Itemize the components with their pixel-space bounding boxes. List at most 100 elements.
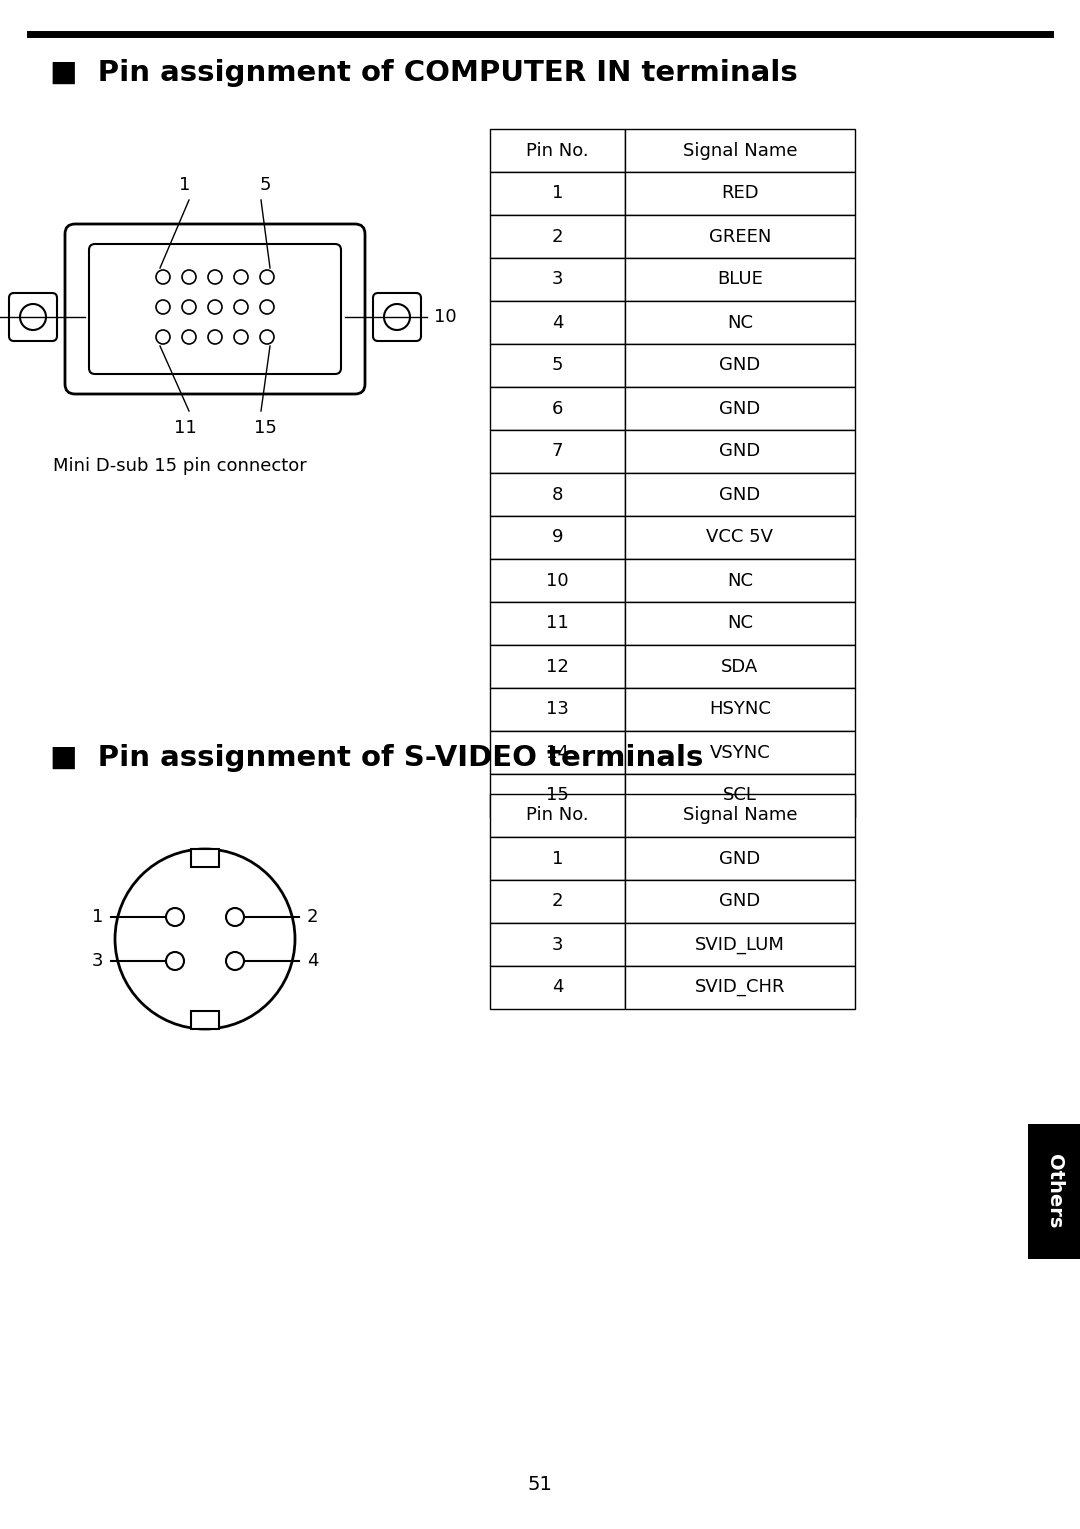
Text: GND: GND — [719, 850, 760, 867]
Text: NC: NC — [727, 313, 753, 332]
Text: Pin No.: Pin No. — [526, 806, 589, 824]
Bar — [625, 128, 855, 171]
Text: SVID_LUM: SVID_LUM — [696, 936, 785, 954]
Bar — [625, 924, 855, 966]
Bar — [490, 881, 625, 924]
FancyBboxPatch shape — [373, 294, 421, 341]
Bar — [490, 688, 625, 731]
FancyBboxPatch shape — [9, 294, 57, 341]
Text: 3: 3 — [552, 936, 564, 954]
Bar — [1028, 1124, 1080, 1258]
Bar — [625, 645, 855, 688]
Text: 12: 12 — [546, 657, 569, 676]
Bar — [625, 794, 855, 836]
Bar — [490, 794, 625, 836]
Bar — [191, 1011, 219, 1029]
Text: 1: 1 — [179, 176, 191, 194]
Text: GND: GND — [719, 442, 760, 460]
FancyBboxPatch shape — [65, 225, 365, 394]
Bar — [490, 602, 625, 645]
Bar — [490, 216, 625, 258]
Text: 13: 13 — [546, 700, 569, 719]
Bar — [490, 344, 625, 387]
Text: Others: Others — [1044, 1154, 1064, 1229]
Bar — [625, 515, 855, 560]
Text: BLUE: BLUE — [717, 271, 762, 289]
Text: NC: NC — [727, 615, 753, 633]
Bar — [625, 774, 855, 816]
Text: GND: GND — [719, 893, 760, 910]
Text: 7: 7 — [552, 442, 564, 460]
Bar — [490, 387, 625, 430]
Text: NC: NC — [727, 572, 753, 590]
Text: SDA: SDA — [721, 657, 758, 676]
Text: SVID_CHR: SVID_CHR — [694, 979, 785, 997]
Bar — [625, 472, 855, 515]
Text: 8: 8 — [552, 486, 563, 503]
Bar — [490, 515, 625, 560]
Text: Signal Name: Signal Name — [683, 806, 797, 824]
Text: 14: 14 — [546, 743, 569, 761]
Bar — [490, 171, 625, 216]
Bar — [490, 645, 625, 688]
Text: Signal Name: Signal Name — [683, 142, 797, 159]
Text: 11: 11 — [546, 615, 569, 633]
Text: 2: 2 — [307, 908, 319, 927]
Text: Pin No.: Pin No. — [526, 142, 589, 159]
Text: 2: 2 — [552, 228, 564, 246]
Bar — [490, 258, 625, 301]
Bar — [490, 472, 625, 515]
Bar — [490, 128, 625, 171]
Bar — [625, 258, 855, 301]
FancyBboxPatch shape — [89, 245, 341, 375]
Text: 3: 3 — [552, 271, 564, 289]
Text: 1: 1 — [552, 185, 563, 202]
Bar — [625, 602, 855, 645]
Bar — [490, 774, 625, 816]
Text: GND: GND — [719, 486, 760, 503]
Text: GND: GND — [719, 399, 760, 417]
Bar — [191, 849, 219, 867]
Text: VSYNC: VSYNC — [710, 743, 770, 761]
Bar — [625, 836, 855, 881]
Text: RED: RED — [721, 185, 759, 202]
Text: ■  Pin assignment of COMPUTER IN terminals: ■ Pin assignment of COMPUTER IN terminal… — [50, 60, 798, 87]
Bar — [625, 387, 855, 430]
Bar — [490, 430, 625, 472]
Text: 10: 10 — [546, 572, 569, 590]
Bar — [625, 216, 855, 258]
Text: 3: 3 — [92, 953, 103, 969]
Bar — [625, 731, 855, 774]
Bar — [490, 966, 625, 1009]
Text: 15: 15 — [254, 419, 276, 437]
Text: 1: 1 — [92, 908, 103, 927]
Bar — [625, 560, 855, 602]
Text: HSYNC: HSYNC — [710, 700, 771, 719]
Bar — [625, 881, 855, 924]
Bar — [490, 301, 625, 344]
Text: 15: 15 — [546, 786, 569, 804]
Text: SCL: SCL — [724, 786, 757, 804]
Text: 5: 5 — [259, 176, 271, 194]
Bar — [625, 344, 855, 387]
Text: ■  Pin assignment of S-VIDEO terminals: ■ Pin assignment of S-VIDEO terminals — [50, 745, 703, 772]
Text: 51: 51 — [527, 1475, 553, 1494]
Bar — [625, 966, 855, 1009]
Text: GREEN: GREEN — [708, 228, 771, 246]
Bar — [490, 560, 625, 602]
Text: 9: 9 — [552, 529, 564, 546]
Text: Mini D-sub 15 pin connector: Mini D-sub 15 pin connector — [53, 457, 307, 476]
Bar — [490, 924, 625, 966]
Bar — [490, 731, 625, 774]
Text: 4: 4 — [307, 953, 319, 969]
Bar — [625, 301, 855, 344]
Text: 10: 10 — [434, 307, 457, 326]
Bar — [625, 171, 855, 216]
Bar — [625, 430, 855, 472]
Text: 1: 1 — [552, 850, 563, 867]
Text: 6: 6 — [552, 399, 563, 417]
Text: 2: 2 — [552, 893, 564, 910]
Text: 4: 4 — [552, 313, 564, 332]
Bar — [625, 688, 855, 731]
Text: 4: 4 — [552, 979, 564, 997]
